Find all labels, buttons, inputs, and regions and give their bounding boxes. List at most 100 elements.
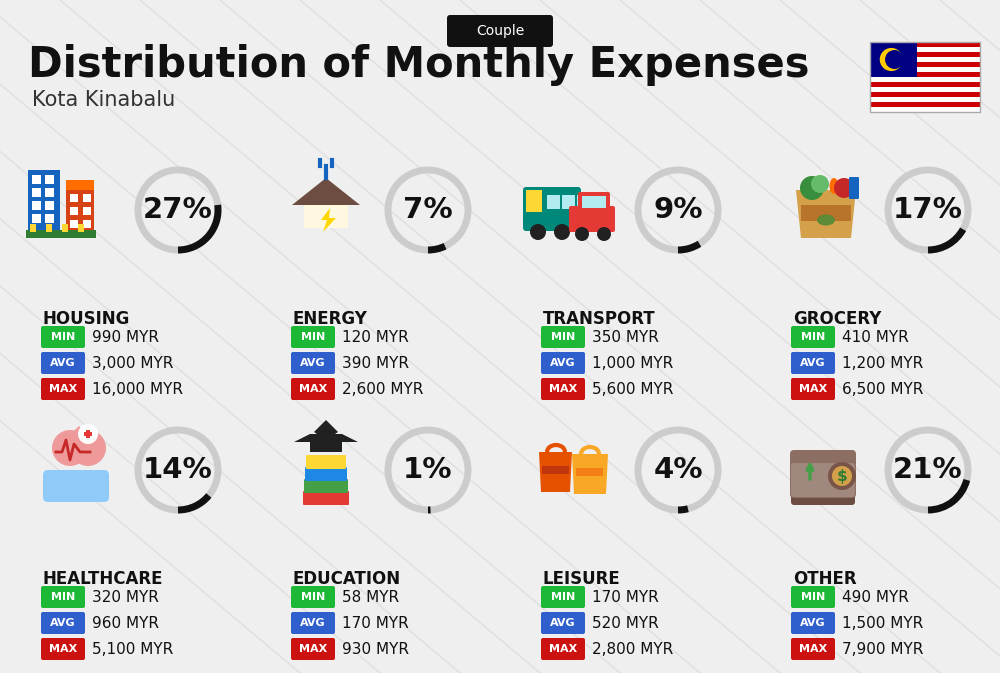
FancyBboxPatch shape (30, 224, 36, 232)
FancyBboxPatch shape (32, 214, 41, 223)
FancyBboxPatch shape (801, 205, 851, 221)
FancyBboxPatch shape (870, 72, 980, 77)
FancyBboxPatch shape (45, 214, 54, 223)
Text: 410 MYR: 410 MYR (842, 330, 909, 345)
Circle shape (52, 430, 88, 466)
FancyBboxPatch shape (303, 491, 349, 505)
Circle shape (575, 227, 589, 241)
Polygon shape (572, 454, 608, 494)
Text: AVG: AVG (800, 618, 826, 628)
FancyBboxPatch shape (83, 207, 91, 215)
Text: 2,600 MYR: 2,600 MYR (342, 382, 423, 396)
Polygon shape (292, 178, 360, 205)
Circle shape (554, 224, 570, 240)
Text: 16,000 MYR: 16,000 MYR (92, 382, 183, 396)
FancyBboxPatch shape (32, 201, 41, 210)
FancyBboxPatch shape (870, 42, 917, 77)
FancyBboxPatch shape (870, 102, 980, 107)
FancyBboxPatch shape (541, 638, 585, 660)
Text: AVG: AVG (550, 618, 576, 628)
FancyBboxPatch shape (45, 188, 54, 197)
Text: MAX: MAX (549, 644, 577, 654)
Circle shape (834, 178, 854, 198)
FancyBboxPatch shape (541, 378, 585, 400)
Circle shape (800, 176, 824, 200)
Text: 320 MYR: 320 MYR (92, 590, 159, 604)
Text: MIN: MIN (801, 592, 825, 602)
Text: HEALTHCARE: HEALTHCARE (43, 570, 164, 588)
Text: MIN: MIN (551, 332, 575, 342)
FancyBboxPatch shape (41, 352, 85, 374)
Text: GROCERY: GROCERY (793, 310, 881, 328)
Text: 520 MYR: 520 MYR (592, 616, 659, 631)
Text: MAX: MAX (49, 384, 77, 394)
Text: 5,600 MYR: 5,600 MYR (592, 382, 673, 396)
Text: AVG: AVG (50, 358, 76, 368)
FancyBboxPatch shape (791, 463, 855, 497)
Text: 4%: 4% (653, 456, 703, 484)
Circle shape (78, 424, 98, 444)
Text: HOUSING: HOUSING (43, 310, 130, 328)
FancyBboxPatch shape (526, 190, 542, 212)
Circle shape (811, 175, 829, 193)
FancyBboxPatch shape (562, 195, 575, 209)
FancyBboxPatch shape (791, 352, 835, 374)
FancyBboxPatch shape (870, 107, 980, 112)
FancyBboxPatch shape (83, 194, 91, 202)
Text: MAX: MAX (299, 644, 327, 654)
FancyBboxPatch shape (870, 57, 980, 62)
FancyBboxPatch shape (86, 430, 90, 438)
Text: 990 MYR: 990 MYR (92, 330, 159, 345)
FancyBboxPatch shape (310, 442, 342, 452)
FancyBboxPatch shape (43, 470, 109, 502)
Polygon shape (294, 434, 358, 442)
FancyBboxPatch shape (45, 201, 54, 210)
FancyBboxPatch shape (46, 224, 52, 232)
FancyBboxPatch shape (291, 586, 335, 608)
Text: MIN: MIN (51, 592, 75, 602)
Text: MIN: MIN (801, 332, 825, 342)
Text: MAX: MAX (799, 644, 827, 654)
FancyBboxPatch shape (541, 586, 585, 608)
Circle shape (597, 227, 611, 241)
Polygon shape (314, 420, 338, 440)
Text: LEISURE: LEISURE (543, 570, 621, 588)
FancyBboxPatch shape (32, 188, 41, 197)
Text: 1,000 MYR: 1,000 MYR (592, 355, 673, 371)
Text: 58 MYR: 58 MYR (342, 590, 399, 604)
FancyBboxPatch shape (62, 224, 68, 232)
Text: MAX: MAX (299, 384, 327, 394)
FancyBboxPatch shape (523, 187, 581, 231)
Text: 7,900 MYR: 7,900 MYR (842, 641, 923, 656)
Text: 1,200 MYR: 1,200 MYR (842, 355, 923, 371)
Text: AVG: AVG (550, 358, 576, 368)
Polygon shape (294, 180, 358, 228)
FancyBboxPatch shape (306, 455, 346, 469)
FancyBboxPatch shape (304, 479, 348, 493)
Polygon shape (321, 208, 336, 232)
Text: MAX: MAX (549, 384, 577, 394)
FancyBboxPatch shape (66, 180, 94, 232)
Text: 1%: 1% (403, 456, 453, 484)
FancyBboxPatch shape (447, 15, 553, 47)
Circle shape (530, 224, 546, 240)
Circle shape (885, 50, 904, 69)
FancyBboxPatch shape (870, 82, 980, 87)
Text: MIN: MIN (301, 592, 325, 602)
Text: AVG: AVG (300, 618, 326, 628)
FancyBboxPatch shape (70, 194, 78, 202)
FancyBboxPatch shape (870, 77, 980, 82)
FancyBboxPatch shape (41, 612, 85, 634)
Text: Couple: Couple (476, 24, 524, 38)
FancyBboxPatch shape (791, 378, 835, 400)
FancyBboxPatch shape (791, 326, 835, 348)
Text: 930 MYR: 930 MYR (342, 641, 409, 656)
Text: 490 MYR: 490 MYR (842, 590, 909, 604)
Text: MIN: MIN (51, 332, 75, 342)
Text: 5,100 MYR: 5,100 MYR (92, 641, 173, 656)
FancyBboxPatch shape (870, 67, 980, 72)
FancyBboxPatch shape (547, 195, 560, 209)
Circle shape (880, 48, 903, 71)
Text: EDUCATION: EDUCATION (293, 570, 401, 588)
FancyBboxPatch shape (870, 52, 980, 57)
